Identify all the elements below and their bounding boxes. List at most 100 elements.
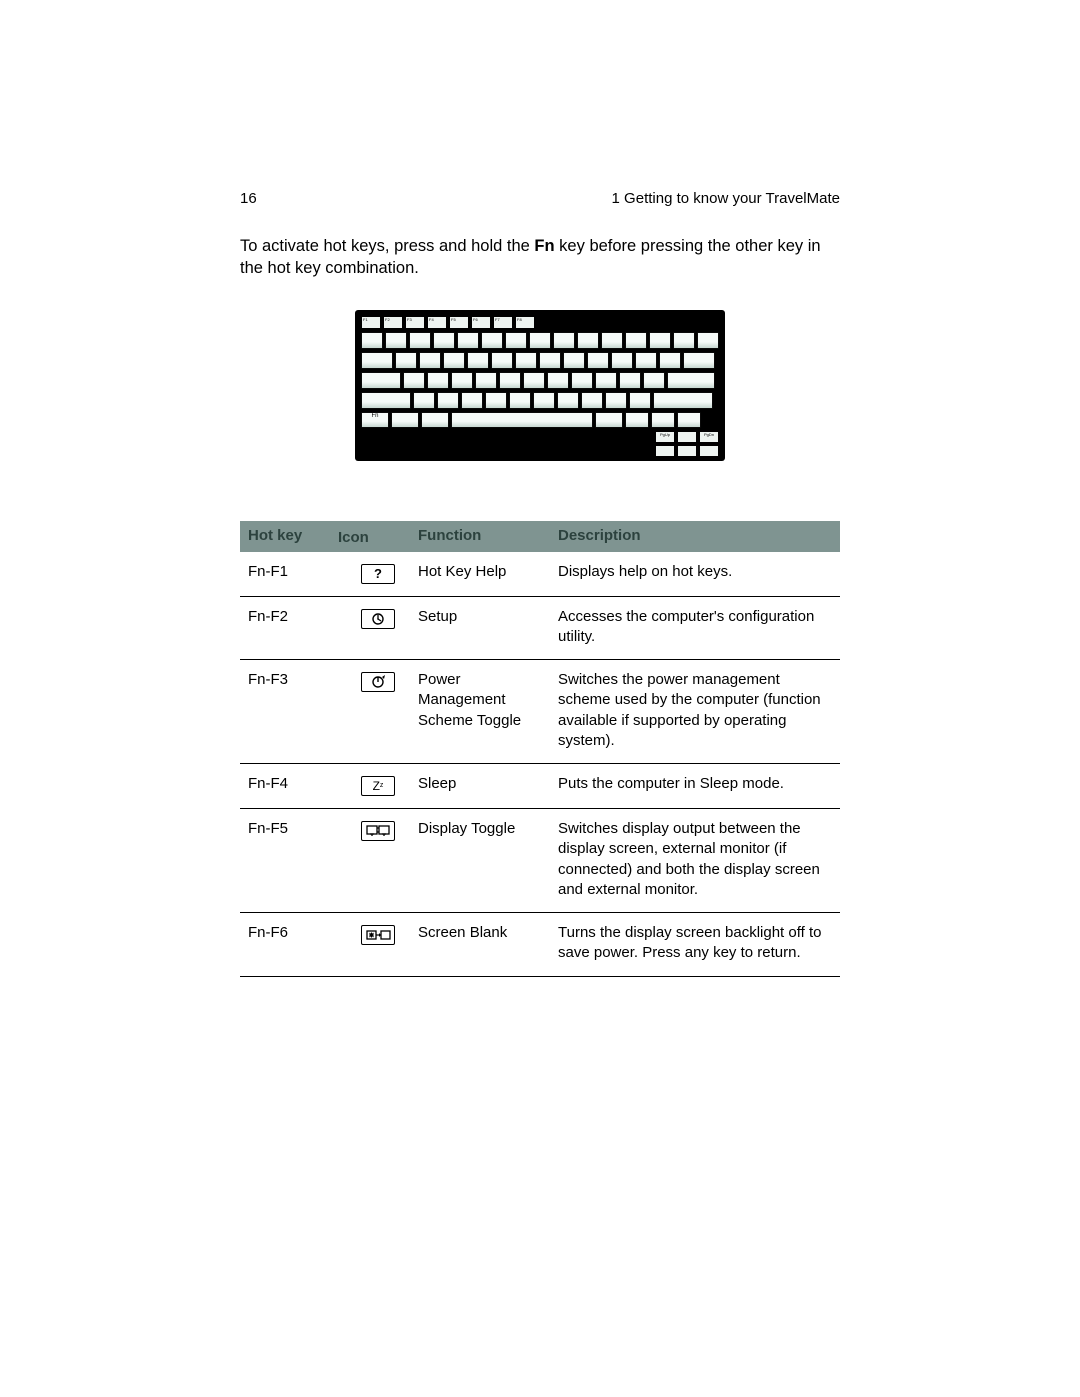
icon-cell [338,670,418,692]
keyboard-key [361,332,383,349]
keyboard-key: Fn [361,412,389,428]
keyboard-key [605,392,627,409]
keyboard-key [571,372,593,389]
keyboard-key [433,332,455,349]
description-cell: Accesses the computer's configuration ut… [558,607,832,648]
arrow-key [699,445,719,457]
function-cell: Sleep [418,774,558,794]
table-header-row: Hot key Icon Function Description [240,521,840,552]
keyboard-key [457,332,479,349]
keyboard-key [595,412,623,428]
keyboard-key [651,412,675,428]
hotkey-cell: Fn-F6 [248,923,338,943]
icon-cell [338,923,418,945]
clock-icon [361,609,395,629]
keyboard-key [529,332,551,349]
keyboard-key [523,372,545,389]
keyboard-key [587,352,609,369]
keyboard-key [481,332,503,349]
arrow-key: PgDn [699,431,719,443]
keyboard-key [515,352,537,369]
table-row: Fn-F3Power Management Scheme ToggleSwitc… [240,660,840,764]
fn-key: F6 [471,316,491,329]
keyboard-key [547,372,569,389]
chapter-title: 1 Getting to know your TravelMate [612,190,840,207]
keyboard-key [409,332,431,349]
description-cell: Switches display output between the disp… [558,819,832,900]
keyboard-key [385,332,407,349]
keyboard-key [563,352,585,369]
page-content: 16 1 Getting to know your TravelMate To … [240,190,840,977]
icon-cell: ? [338,562,418,584]
keyboard-key [697,332,719,349]
keyboard-key [673,332,695,349]
function-cell: Setup [418,607,558,627]
col-header-function: Function [418,527,558,546]
keyboard-key [653,392,713,409]
hotkey-cell: Fn-F4 [248,774,338,794]
keyboard-key [505,332,527,349]
hotkey-cell: Fn-F5 [248,819,338,839]
power-toggle-icon [361,672,395,692]
description-cell: Turns the display screen backlight off t… [558,923,832,964]
fn-key: F1 [361,316,381,329]
keyboard-key [553,332,575,349]
fn-key: F5 [449,316,469,329]
keyboard-key [635,352,657,369]
col-header-hotkey: Hot key [248,527,338,546]
keyboard-illustration: F1F2F3F4F5F6F7F8FnPgUpPgDn [240,310,840,461]
table-row: Fn-F1?Hot Key HelpDisplays help on hot k… [240,552,840,597]
arrow-key [677,445,697,457]
keyboard-key [451,412,593,428]
keyboard-key [619,372,641,389]
hotkey-cell: Fn-F1 [248,562,338,582]
keyboard-key [361,352,393,369]
keyboard-key [595,372,617,389]
keyboard-key [437,392,459,409]
keyboard-key [395,352,417,369]
keyboard-key [625,412,649,428]
question-icon: ? [361,564,395,584]
fn-key: F4 [427,316,447,329]
keyboard-key [649,332,671,349]
keyboard-key [485,392,507,409]
keyboard-key [683,352,715,369]
keyboard-key [443,352,465,369]
screen-blank-icon [361,925,395,945]
keyboard-key [667,372,715,389]
page-number: 16 [240,190,257,207]
sleep-z-icon: Zz [361,776,395,796]
keyboard-key [625,332,647,349]
hotkey-cell: Fn-F3 [248,670,338,690]
arrow-key: PgUp [655,431,675,443]
hotkey-table: Hot key Icon Function Description Fn-F1?… [240,521,840,977]
keyboard-key [499,372,521,389]
keyboard-key [643,372,665,389]
keyboard-key [361,372,401,389]
keyboard-key [611,352,633,369]
table-row: Fn-F2 SetupAccesses the computer's config… [240,597,840,661]
keyboard-key [659,352,681,369]
keyboard-key [475,372,497,389]
arrow-key [655,445,675,457]
fn-key: F3 [405,316,425,329]
fn-key: F7 [493,316,513,329]
function-cell: Screen Blank [418,923,558,943]
keyboard-key [427,372,449,389]
hotkey-cell: Fn-F2 [248,607,338,627]
keyboard-key [461,392,483,409]
keyboard-key [533,392,555,409]
keyboard-key [467,352,489,369]
keyboard-key [451,372,473,389]
keyboard-key [361,392,411,409]
keyboard-key [403,372,425,389]
table-row: Fn-F5Display ToggleSwitches display outp… [240,809,840,913]
keyboard-key [491,352,513,369]
keyboard-key [577,332,599,349]
icon-cell [338,607,418,629]
keyboard-key [421,412,449,428]
function-cell: Hot Key Help [418,562,558,582]
keyboard-key [601,332,623,349]
keyboard-key [509,392,531,409]
table-row: Fn-F6 Screen BlankTurns the display scree… [240,913,840,977]
